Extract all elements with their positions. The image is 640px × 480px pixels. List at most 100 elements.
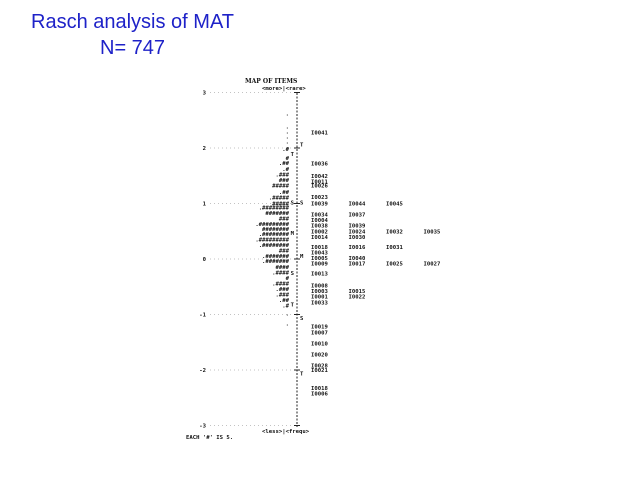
item-label: I0010: [311, 341, 328, 347]
person-bar: .####: [272, 270, 289, 276]
item-marker: T: [300, 143, 304, 149]
person-marker: S: [291, 271, 295, 277]
person-bar: .#########: [255, 222, 289, 228]
axis-tick-label: -3: [199, 424, 206, 430]
item-label: I0017: [349, 261, 366, 267]
person-bar: .##: [279, 190, 290, 196]
axis-ticks: 3 2 1 0 -1 -2 -3: [199, 91, 300, 430]
person-bar: .#####: [269, 195, 290, 201]
person-marker: S: [291, 200, 295, 206]
person-bar: .####: [272, 281, 289, 287]
item-label: I0026: [311, 184, 328, 190]
item-marker: S: [300, 316, 304, 322]
person-bar: .: [286, 112, 289, 118]
item-label: I0042: [311, 174, 328, 180]
item-label: I0025: [386, 261, 403, 267]
person-bar: .: [286, 311, 289, 317]
person-bar: .: [286, 134, 289, 140]
title-line-1: Rasch analysis of MAT: [31, 11, 235, 33]
person-bar: #####: [272, 184, 289, 190]
item-label: I0041: [311, 130, 328, 136]
item-label: I0003: [311, 289, 328, 295]
item-marker: S: [300, 200, 304, 206]
map-footer: EACH '#' IS 5.: [186, 435, 233, 441]
item-label: I0034: [311, 213, 328, 219]
item-label: I0004: [311, 218, 328, 224]
person-marker: T: [291, 303, 295, 309]
person-bar: ####: [276, 265, 290, 271]
person-bar: #####: [272, 202, 289, 208]
axis-tick-label: 3: [203, 91, 206, 97]
map-top-label: <more>|<rare>: [262, 86, 306, 92]
item-label: I0035: [424, 229, 441, 235]
person-bar: #: [286, 156, 290, 162]
person-bar: .: [286, 144, 289, 150]
item-label: I0013: [311, 271, 328, 277]
person-bar: .: [286, 321, 289, 327]
axis-tick-label: -1: [199, 313, 206, 319]
person-bar: .#########: [255, 238, 289, 244]
item-markers: T S M S T: [300, 143, 304, 378]
item-label: I0009: [311, 261, 328, 267]
item-label: I0044: [349, 202, 366, 208]
item-label: I0011: [311, 179, 328, 185]
person-bar: .##: [279, 161, 290, 167]
item-label: I0008: [311, 284, 328, 290]
item-label: I0028: [311, 364, 328, 370]
item-label: I0014: [311, 235, 328, 241]
person-bar: .#: [282, 167, 289, 173]
item-label: I0043: [311, 250, 328, 256]
person-bar: #: [286, 276, 290, 282]
item-label: I0002: [311, 229, 328, 235]
person-bar: #######: [265, 211, 289, 217]
axis-tick-label: 1: [203, 202, 207, 208]
person-bar: .#: [282, 147, 289, 153]
item-label: I0019: [311, 325, 328, 331]
person-bar: .###: [276, 287, 290, 293]
person-distribution: .......##.##.#.###########.##.##########…: [255, 112, 289, 328]
person-bar: ########: [262, 227, 290, 233]
item-label: I0037: [349, 213, 366, 219]
item-label: I0006: [311, 391, 328, 397]
map-header: MAP OF ITEMS: [245, 78, 297, 85]
item-label: I0007: [311, 330, 328, 336]
item-label: I0039: [349, 224, 366, 230]
item-label: I0020: [311, 352, 328, 358]
item-label: I0032: [386, 229, 403, 235]
slide-title: Rasch analysis of MAT N= 747: [31, 9, 291, 61]
person-bar: .: [286, 129, 289, 135]
person-bar: .: [286, 124, 289, 130]
map-bottom-label: <less>|<frequ>: [262, 429, 310, 435]
item-label: I0023: [311, 195, 328, 201]
item-label: I0022: [349, 295, 366, 301]
item-label: I0030: [349, 235, 366, 241]
person-bar: .#######: [262, 259, 290, 265]
title-line-2: N= 747: [100, 37, 166, 59]
item-label: I0033: [311, 300, 328, 306]
person-bar: .: [286, 139, 289, 145]
item-label: I0036: [311, 162, 328, 168]
item-label: I0005: [311, 256, 328, 262]
person-bar: .########: [259, 243, 290, 249]
person-markers: T S M S T: [291, 152, 295, 308]
person-bar: ###: [279, 249, 290, 255]
item-label: I0039: [311, 202, 328, 208]
person-bar: .########: [259, 232, 290, 238]
person-marker: T: [291, 152, 295, 158]
person-bar: .###: [276, 293, 290, 299]
item-label: I0024: [349, 229, 366, 235]
item-label: I0045: [386, 202, 403, 208]
person-bar: ###: [279, 216, 290, 222]
item-label: I0015: [349, 289, 366, 295]
person-bar: .#######: [262, 254, 290, 260]
item-marker: T: [300, 371, 304, 377]
item-label: I0018: [311, 245, 328, 251]
item-label: I0018: [311, 386, 328, 392]
item-label: I0040: [349, 256, 366, 262]
item-label: I0027: [424, 261, 441, 267]
item-label: I0001: [311, 295, 328, 301]
person-bar: .##: [279, 298, 290, 304]
person-marker: M: [291, 231, 295, 237]
